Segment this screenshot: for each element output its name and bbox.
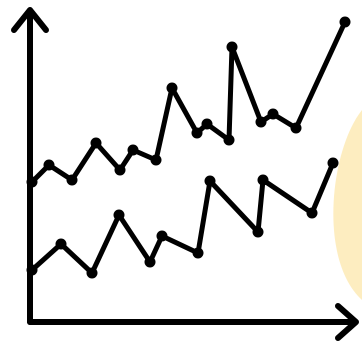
data-point (306, 207, 318, 219)
x-axis-arrow (335, 303, 359, 341)
data-point (327, 157, 339, 169)
series-line (29, 160, 336, 276)
data-point (144, 256, 156, 268)
data-point (252, 226, 264, 238)
data-point (201, 118, 213, 130)
data-point (223, 134, 235, 146)
data-point (55, 238, 67, 250)
data-point (66, 174, 78, 186)
data-point (290, 122, 302, 134)
data-point (114, 164, 126, 176)
data-point (257, 174, 269, 186)
data-point (127, 144, 139, 156)
data-point (156, 230, 168, 242)
data-point (339, 16, 351, 28)
plot-area (26, 16, 351, 279)
background-decoration (333, 110, 362, 300)
data-point (204, 175, 216, 187)
data-point (191, 127, 203, 139)
y-axis-arrow (11, 7, 49, 33)
data-point (86, 267, 98, 279)
series-line (29, 19, 348, 185)
data-point (166, 82, 178, 94)
data-point (150, 154, 162, 166)
data-point (43, 159, 55, 171)
data-point (255, 116, 267, 128)
data-point (113, 209, 125, 221)
data-point (90, 137, 102, 149)
data-point (226, 41, 238, 53)
data-point (267, 108, 279, 120)
data-point (192, 247, 204, 259)
